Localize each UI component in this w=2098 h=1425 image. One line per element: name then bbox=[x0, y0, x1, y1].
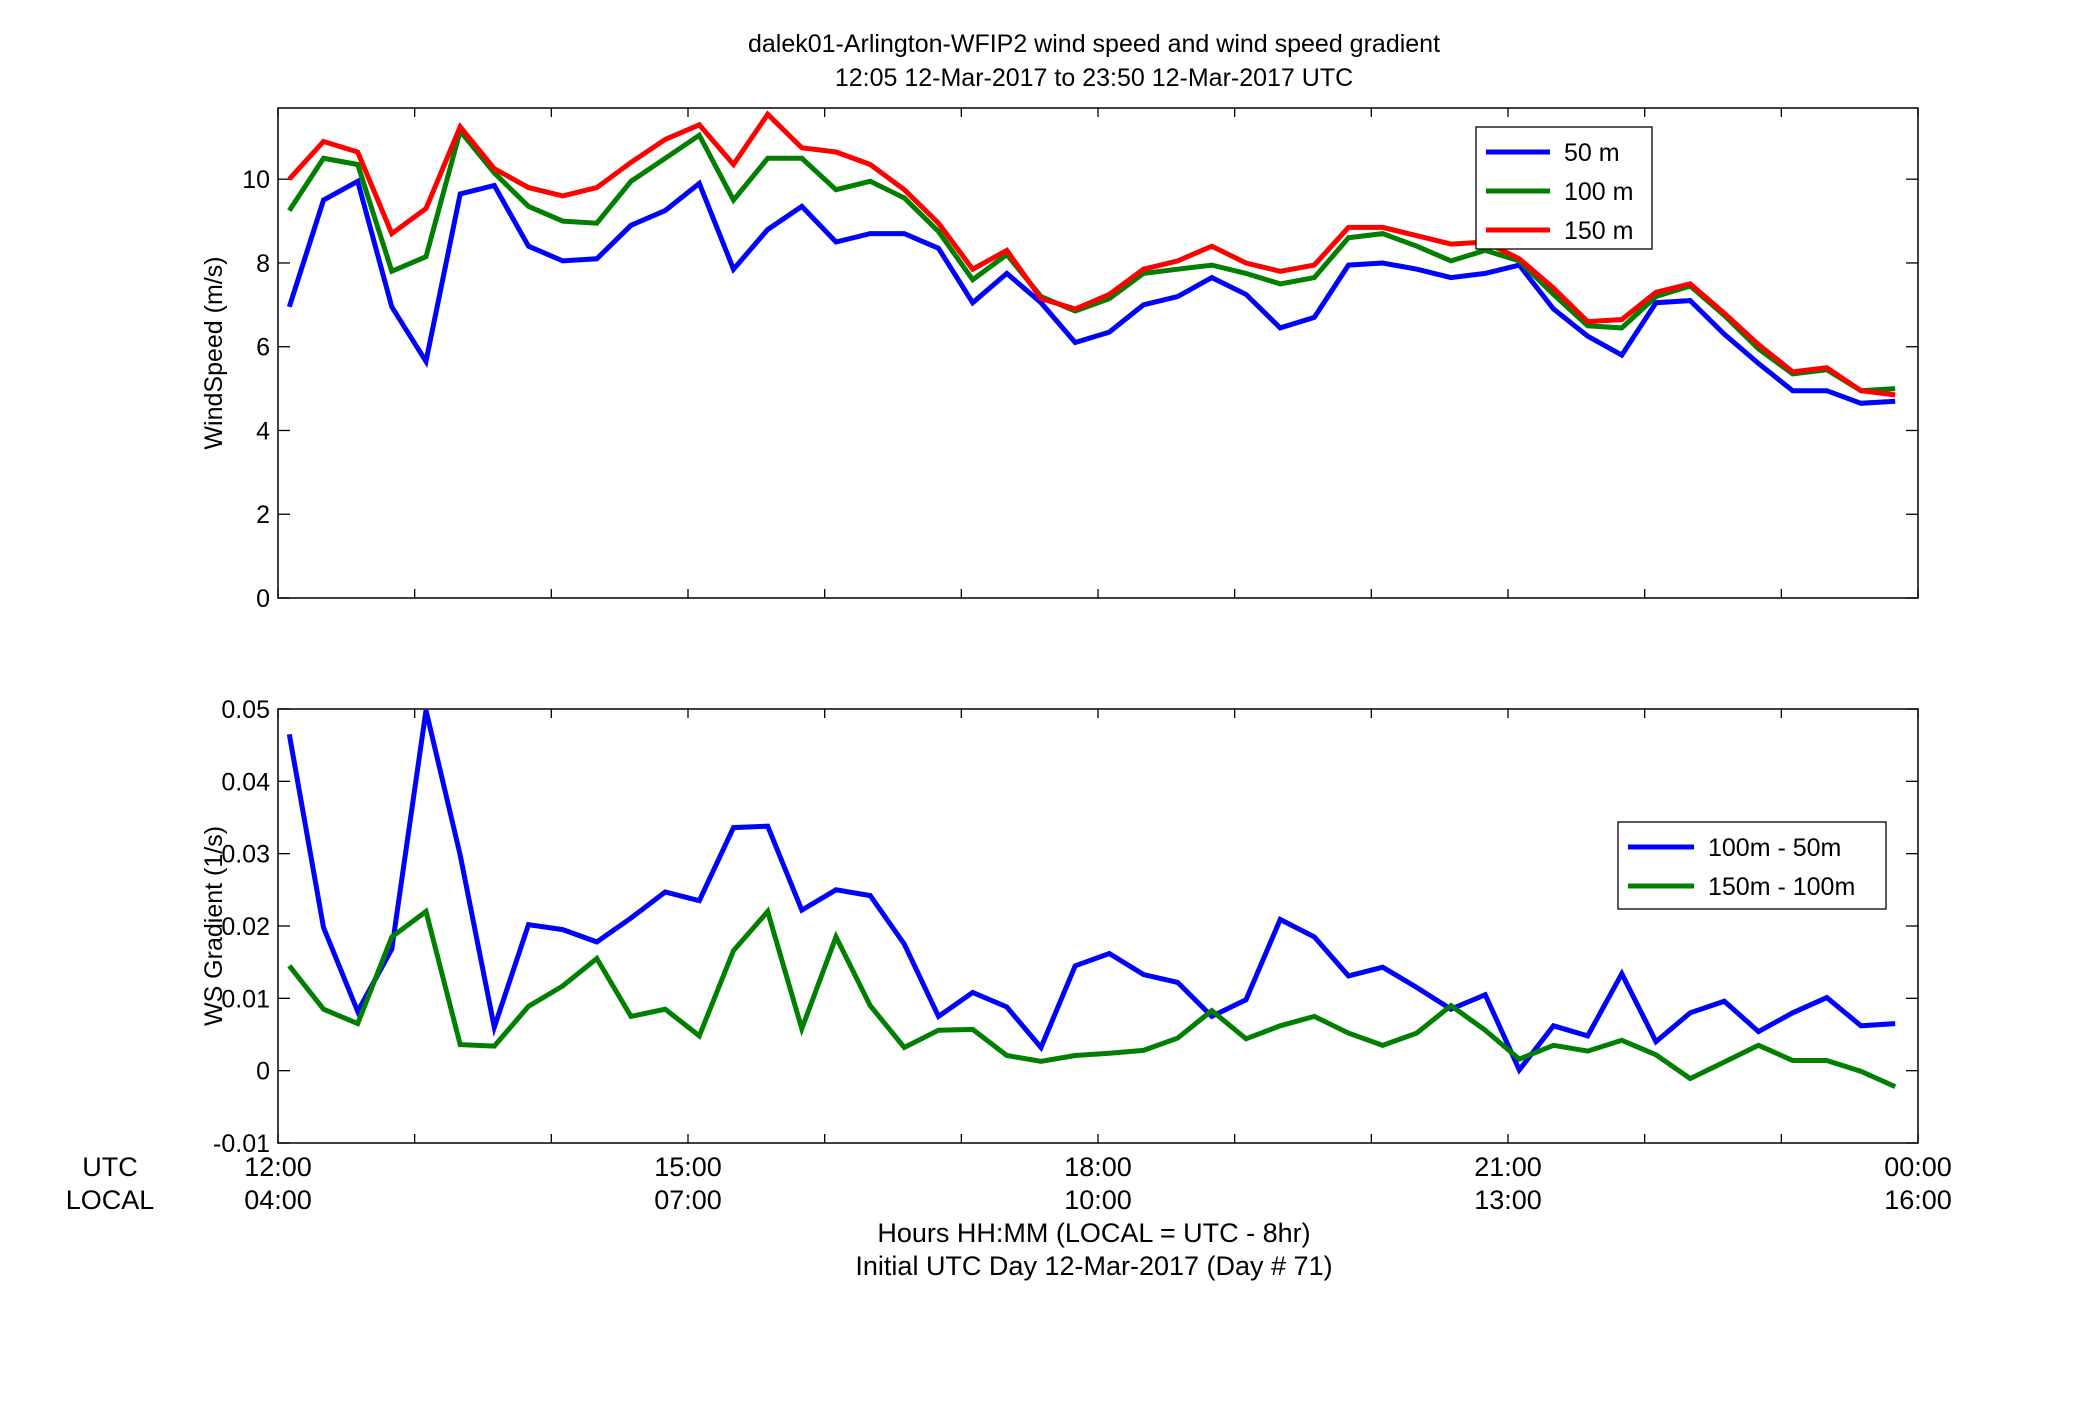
y-tick-label: 2 bbox=[256, 501, 270, 529]
y-tick-label: 0.02 bbox=[221, 913, 270, 941]
y-tick-label: 0.01 bbox=[221, 985, 270, 1013]
footer-line1: Hours HH:MM (LOCAL = UTC - 8hr) bbox=[877, 1218, 1310, 1248]
legend: 50 m 100 m 150 m bbox=[1475, 126, 1653, 250]
y-tick-label: 0.05 bbox=[221, 696, 270, 724]
legend: 100m - 50m 150m - 100m bbox=[1617, 821, 1887, 910]
x-tick-label-utc: 00:00 bbox=[1884, 1152, 1952, 1182]
x-tick-label-utc: 15:00 bbox=[654, 1152, 722, 1182]
y-axis-label: WS Gradient (1/s) bbox=[200, 826, 228, 1026]
series-line bbox=[287, 110, 1896, 398]
x-tick-label-local: 16:00 bbox=[1884, 1185, 1952, 1215]
figure-title-line1: dalek01-Arlington-WFIP2 wind speed and w… bbox=[748, 30, 1440, 58]
series-line bbox=[287, 906, 1897, 1089]
y-tick-label: -0.01 bbox=[213, 1130, 270, 1158]
series-line bbox=[286, 177, 1896, 406]
legend-label: 150 m bbox=[1564, 217, 1633, 245]
wind-speed-panel: 0 2 4 6 8 10 WindSpeed (m/s) 50 m 100 m 150 m bbox=[200, 107, 1919, 613]
y-tick-label: 0.04 bbox=[221, 768, 270, 796]
y-tick-label: 4 bbox=[256, 417, 270, 445]
legend-label: 100m - 50m bbox=[1708, 834, 1841, 862]
utc-row-label: UTC bbox=[82, 1152, 138, 1182]
x-tick-label-utc: 21:00 bbox=[1474, 1152, 1542, 1182]
x-tick-label-local: 10:00 bbox=[1064, 1185, 1132, 1215]
y-tick-label: 10 bbox=[242, 166, 270, 194]
x-tick-label-local: 07:00 bbox=[654, 1185, 722, 1215]
y-tick-label: 6 bbox=[256, 334, 270, 362]
plot-frame bbox=[277, 107, 1919, 599]
y-axis-label: WindSpeed (m/s) bbox=[200, 256, 228, 449]
y-tick-label: 8 bbox=[256, 250, 270, 278]
legend-label: 100 m bbox=[1564, 178, 1633, 206]
x-tick-label-local: 04:00 bbox=[244, 1185, 312, 1215]
footer-line2: Initial UTC Day 12-Mar-2017 (Day # 71) bbox=[855, 1251, 1332, 1281]
y-tick-label: 0 bbox=[256, 1058, 270, 1086]
series-line bbox=[287, 125, 1896, 394]
wind-gradient-panel: -0.01 0 0.01 0.02 0.03 0.04 0.05 WS Gradient (1… bbox=[200, 696, 1919, 1158]
legend-label: 50 m bbox=[1564, 139, 1620, 167]
y-tick-label: 0.03 bbox=[221, 841, 270, 869]
local-row-label: LOCAL bbox=[66, 1185, 155, 1215]
series-line bbox=[286, 709, 1896, 1075]
plot-frame bbox=[277, 708, 1919, 1144]
y-tick-label: 0 bbox=[256, 585, 270, 613]
x-tick-label-utc: 18:00 bbox=[1064, 1152, 1132, 1182]
legend-box bbox=[1617, 821, 1887, 910]
x-tick-label-utc: 12:00 bbox=[244, 1152, 312, 1182]
legend-label: 150m - 100m bbox=[1708, 873, 1855, 901]
x-tick-label-local: 13:00 bbox=[1474, 1185, 1542, 1215]
figure-title-line2: 12:05 12-Mar-2017 to 23:50 12-Mar-2017 U… bbox=[835, 64, 1353, 92]
